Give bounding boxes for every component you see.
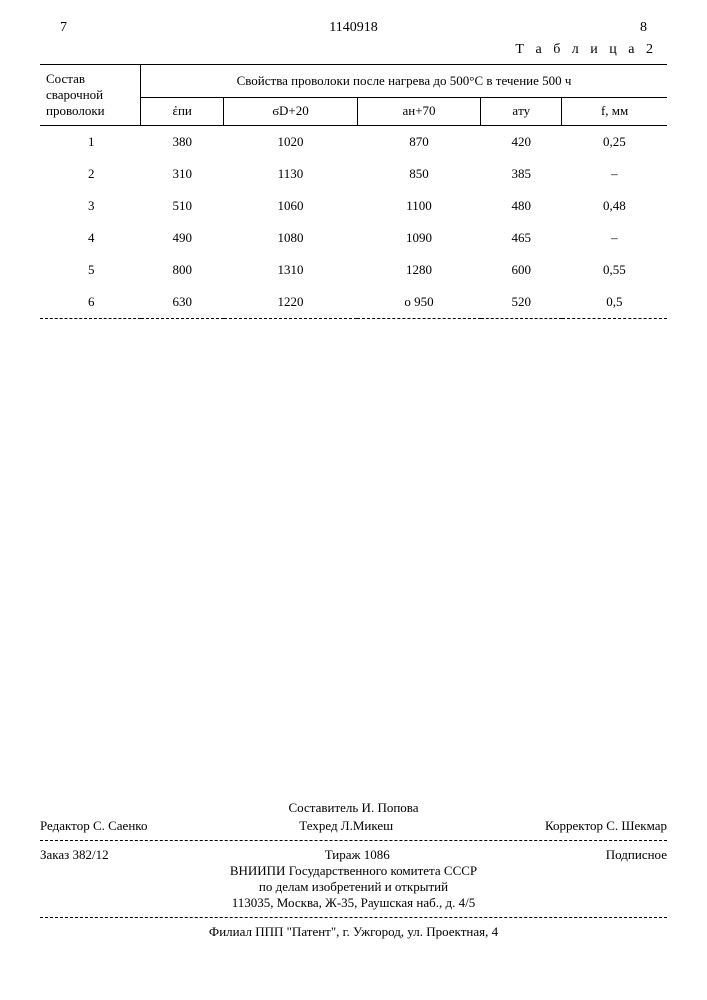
cell-n: 6 xyxy=(40,286,141,319)
cell-c5: – xyxy=(562,222,667,254)
cell-c5: – xyxy=(562,158,667,190)
cell-c2: 1220 xyxy=(224,286,357,319)
cell-c4: 480 xyxy=(481,190,562,222)
document-number: 1140918 xyxy=(329,20,377,36)
cell-c2: 1310 xyxy=(224,254,357,286)
subhead-c4: aту xyxy=(481,97,562,125)
table-row: 6 630 1220 о 950 520 0,5 xyxy=(40,286,667,319)
address-1: 113035, Москва, Ж-35, Раушская наб., д. … xyxy=(40,895,667,911)
group-header: Свойства проволоки после нагрева до 500°… xyxy=(141,65,668,98)
table-row: 2 310 1130 850 385 – xyxy=(40,158,667,190)
table-row: 4 490 1080 1090 465 – xyxy=(40,222,667,254)
table-caption: Т а б л и ц а 2 xyxy=(40,42,667,58)
divider xyxy=(40,840,667,841)
cell-c1: 800 xyxy=(141,254,224,286)
cell-c4: 600 xyxy=(481,254,562,286)
cell-c4: 465 xyxy=(481,222,562,254)
cell-c5: 0,48 xyxy=(562,190,667,222)
cell-c3: 1090 xyxy=(357,222,481,254)
cell-c5: 0,55 xyxy=(562,254,667,286)
subhead-c3: aн+70 xyxy=(357,97,481,125)
cell-c1: 630 xyxy=(141,286,224,319)
cell-c1: 380 xyxy=(141,126,224,159)
cell-c2: 1130 xyxy=(224,158,357,190)
tirazh: Тираж 1086 xyxy=(325,847,390,863)
footer-block: Составитель И. Попова Редактор С. Саенко… xyxy=(40,800,667,940)
subhead-c1: ἐпи xyxy=(141,97,224,125)
org-line-2: по делам изобретений и открытий xyxy=(40,879,667,895)
table-row: 3 510 1060 1100 480 0,48 xyxy=(40,190,667,222)
cell-c4: 520 xyxy=(481,286,562,319)
cell-c3: 1280 xyxy=(357,254,481,286)
editor: Редактор С. Саенко xyxy=(40,818,147,834)
cell-c5: 0,5 xyxy=(562,286,667,319)
cell-c3: 870 xyxy=(357,126,481,159)
divider xyxy=(40,917,667,918)
corrector: Корректор С. Шекмар xyxy=(545,818,667,834)
cell-c4: 420 xyxy=(481,126,562,159)
subscript: Подписное xyxy=(606,847,667,863)
order: Заказ 382/12 xyxy=(40,847,109,863)
branch-address: Филиал ППП "Патент", г. Ужгород, ул. Про… xyxy=(40,924,667,940)
table-row: 5 800 1310 1280 600 0,55 xyxy=(40,254,667,286)
table-row: 1 380 1020 870 420 0,25 xyxy=(40,126,667,159)
techred: Техред Л.Микеш xyxy=(299,818,393,834)
cell-c4: 385 xyxy=(481,158,562,190)
cell-c1: 310 xyxy=(141,158,224,190)
cell-c2: 1080 xyxy=(224,222,357,254)
page-header: 7 1140918 8 xyxy=(40,20,667,36)
cell-n: 4 xyxy=(40,222,141,254)
cell-c3: 850 xyxy=(357,158,481,190)
page-num-right: 8 xyxy=(640,20,647,36)
cell-c1: 510 xyxy=(141,190,224,222)
cell-n: 5 xyxy=(40,254,141,286)
properties-table: Состав сварочной проволоки Свойства пров… xyxy=(40,64,667,319)
cell-c1: 490 xyxy=(141,222,224,254)
org-line-1: ВНИИПИ Государственного комитета СССР xyxy=(40,863,667,879)
main-header: Состав сварочной проволоки xyxy=(40,65,141,126)
cell-c3: 1100 xyxy=(357,190,481,222)
cell-c2: 1060 xyxy=(224,190,357,222)
compositor: Составитель И. Попова xyxy=(40,800,667,816)
cell-c3: о 950 xyxy=(357,286,481,319)
cell-n: 1 xyxy=(40,126,141,159)
page-num-left: 7 xyxy=(60,20,67,36)
subhead-c5: f, мм xyxy=(562,97,667,125)
subhead-c2: ϭD+20 xyxy=(224,97,357,125)
cell-c2: 1020 xyxy=(224,126,357,159)
cell-n: 3 xyxy=(40,190,141,222)
cell-c5: 0,25 xyxy=(562,126,667,159)
cell-n: 2 xyxy=(40,158,141,190)
